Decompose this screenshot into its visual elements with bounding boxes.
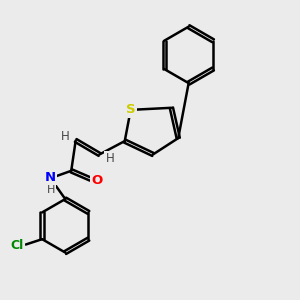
Text: H: H [61, 130, 70, 143]
Text: H: H [106, 152, 114, 165]
Text: H: H [47, 184, 55, 194]
Text: N: N [45, 171, 56, 184]
Text: Cl: Cl [10, 239, 23, 252]
Text: O: O [92, 174, 103, 187]
Text: S: S [126, 103, 136, 116]
